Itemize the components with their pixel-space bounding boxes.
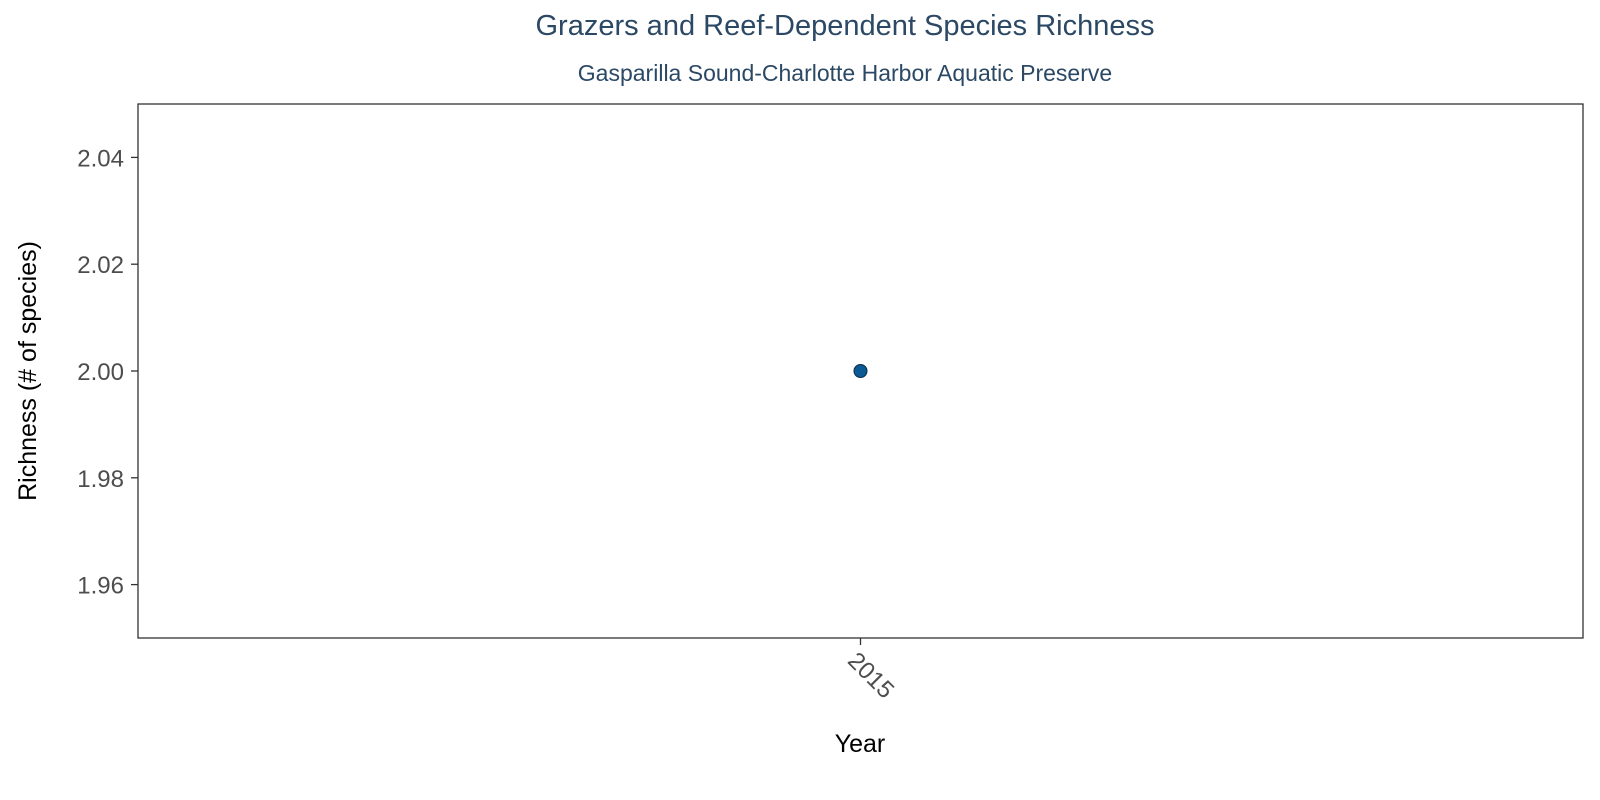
y-tick-label: 1.98 (77, 466, 124, 493)
y-tick-label: 1.96 (77, 573, 124, 600)
chart-subtitle: Gasparilla Sound-Charlotte Harbor Aquati… (577, 60, 1113, 86)
x-tick-label: 2015 (842, 647, 899, 704)
chart-title: Grazers and Reef-Dependent Species Richn… (535, 10, 1155, 42)
y-tick-label: 2.00 (77, 359, 124, 386)
x-axis: 2015 (842, 638, 899, 704)
x-axis-title: Year (835, 730, 886, 758)
data-point (853, 364, 868, 378)
y-tick-label: 2.04 (77, 145, 124, 172)
data-points (853, 364, 868, 378)
y-axis-title: Richness (# of species) (14, 241, 42, 501)
y-tick-label: 2.02 (77, 252, 124, 279)
y-axis: 1.96 1.98 2.00 2.02 2.04 (77, 145, 138, 600)
